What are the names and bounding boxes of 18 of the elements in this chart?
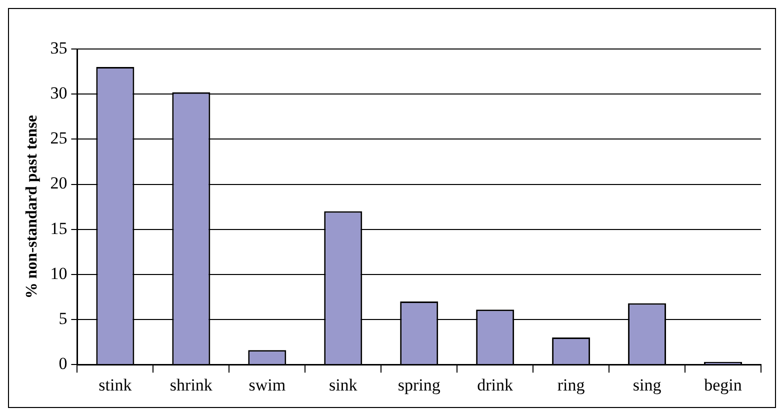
- y-tick-label: 20: [50, 174, 68, 193]
- y-tick-label: 30: [50, 84, 68, 103]
- y-tick-label: 10: [50, 264, 68, 283]
- x-tick-label: shrink: [170, 375, 213, 394]
- y-tick-label: 35: [50, 38, 68, 58]
- x-tick-label: drink: [477, 375, 514, 394]
- x-tick-label: ring: [557, 375, 586, 394]
- x-tick-label: swim: [248, 375, 286, 394]
- x-tick-label: sink: [328, 375, 358, 394]
- x-tick-label: sing: [632, 375, 662, 394]
- x-tick-label: spring: [398, 375, 441, 394]
- y-tick-label: 15: [50, 218, 68, 238]
- x-tick-label: begin: [704, 375, 742, 394]
- y-tick-label: 0: [58, 354, 68, 374]
- y-tick-label: 5: [58, 308, 68, 328]
- y-tick-label: 25: [50, 128, 68, 148]
- x-tick-label: stink: [98, 375, 132, 394]
- y-axis-title: % non-standard past tense: [24, 115, 41, 299]
